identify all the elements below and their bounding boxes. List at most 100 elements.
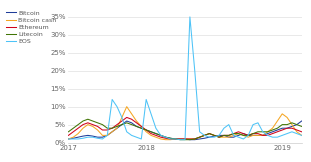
Ethereum [110,127,114,129]
Ethereum [193,138,197,140]
Line: EOS: EOS [68,17,302,140]
EOS [139,138,143,140]
Bitcoin cash [135,120,138,122]
Litecoin [81,120,85,122]
Litecoin [149,131,153,133]
EOS [198,131,202,133]
Bitcoin cash [237,133,240,135]
EOS [120,116,124,118]
Ethereum [295,129,299,131]
Bitcoin [174,138,177,140]
Bitcoin cash [76,133,80,135]
Litecoin [285,124,289,126]
Bitcoin cash [105,134,109,136]
Bitcoin cash [276,120,279,122]
Ethereum [212,134,216,136]
Litecoin [271,129,274,131]
Ethereum [217,136,221,138]
Ethereum [67,134,70,136]
Ethereum [242,133,245,135]
Bitcoin cash [266,131,270,133]
Bitcoin [120,124,124,126]
Bitcoin [130,122,133,124]
Litecoin [169,137,172,139]
EOS [110,98,114,100]
Bitcoin cash [72,136,75,138]
Litecoin [276,127,279,129]
Bitcoin cash [281,113,284,115]
Litecoin [91,120,95,122]
Ethereum [188,138,192,140]
EOS [276,136,279,138]
Bitcoin cash [125,106,129,108]
Litecoin [96,122,100,124]
Litecoin [232,133,235,135]
EOS [227,124,231,126]
Ethereum [183,138,187,140]
Litecoin [246,134,250,136]
Ethereum [203,134,207,136]
Litecoin [261,131,265,133]
Litecoin [266,131,270,133]
EOS [285,133,289,135]
Bitcoin cash [178,138,182,140]
Bitcoin cash [246,136,250,138]
Bitcoin cash [86,124,90,126]
Line: Litecoin: Litecoin [68,119,302,140]
Ethereum [207,133,211,135]
Bitcoin cash [300,134,304,136]
Litecoin [188,139,192,141]
Bitcoin cash [271,127,274,129]
Bitcoin [178,138,182,140]
Bitcoin cash [222,136,226,138]
EOS [178,139,182,141]
Litecoin [222,134,226,136]
Litecoin [174,138,177,140]
Ethereum [251,133,255,135]
Line: Bitcoin cash: Bitcoin cash [68,107,302,140]
EOS [300,134,304,136]
EOS [91,136,95,138]
Bitcoin cash [154,136,158,138]
Bitcoin [246,134,250,136]
Litecoin [237,133,240,135]
Bitcoin [261,134,265,136]
Ethereum [130,118,133,120]
Bitcoin cash [174,138,177,140]
Litecoin [164,136,168,138]
Litecoin [290,122,294,124]
Ethereum [246,134,250,136]
Litecoin [72,127,75,129]
Litecoin [67,131,70,133]
Bitcoin [271,131,274,133]
Bitcoin cash [159,138,163,140]
Bitcoin cash [212,134,216,136]
Bitcoin cash [242,134,245,136]
Ethereum [285,127,289,129]
Litecoin [256,131,260,133]
Bitcoin [203,137,207,139]
Bitcoin cash [290,124,294,126]
Ethereum [100,129,104,131]
Bitcoin [232,136,235,138]
Bitcoin [139,127,143,129]
Litecoin [227,134,231,136]
Ethereum [227,134,231,136]
Bitcoin [149,131,153,133]
Ethereum [256,133,260,135]
Ethereum [290,127,294,129]
Ethereum [125,116,129,118]
EOS [125,131,129,133]
Bitcoin cash [149,134,153,136]
Litecoin [144,129,148,131]
Ethereum [149,133,153,135]
Bitcoin cash [110,131,114,133]
EOS [159,134,163,136]
EOS [76,138,80,140]
Bitcoin cash [256,134,260,136]
Ethereum [105,129,109,131]
Bitcoin cash [183,138,187,140]
Bitcoin cash [251,134,255,136]
Bitcoin [222,134,226,136]
Ethereum [174,138,177,140]
